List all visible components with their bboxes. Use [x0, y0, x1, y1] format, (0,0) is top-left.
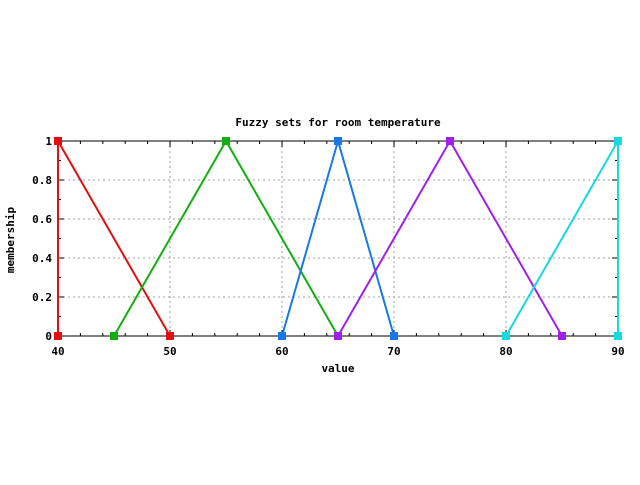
data-point: [110, 332, 118, 340]
data-point: [614, 332, 622, 340]
series-line: [281, 137, 395, 337]
data-point: [334, 137, 342, 145]
plot-frame: [57, 140, 619, 337]
series-line: [505, 137, 619, 337]
data-point: [222, 137, 230, 145]
data-point: [334, 332, 342, 340]
x-tick-label: 40: [51, 345, 64, 358]
x-tick-label: 80: [499, 345, 512, 358]
series-line: [57, 137, 171, 337]
y-tick-label: 0.4: [32, 252, 52, 265]
x-tick-label: 70: [387, 345, 400, 358]
series-5: [502, 137, 622, 340]
data-point: [278, 332, 286, 340]
y-tick-label: 1: [45, 135, 52, 148]
series-4: [334, 137, 566, 340]
data-point: [54, 332, 62, 340]
series-line: [337, 138, 563, 337]
y-tick-label: 0.8: [32, 174, 52, 187]
x-tick-label: 90: [611, 345, 624, 358]
data-point: [614, 137, 622, 145]
y-axis-label: membership: [4, 207, 17, 274]
series-3: [278, 137, 398, 340]
x-tick-label: 60: [275, 345, 288, 358]
x-tick-label: 50: [163, 345, 176, 358]
series-line: [113, 138, 339, 337]
series-1: [54, 137, 174, 340]
grid: [58, 141, 618, 336]
data-point: [446, 137, 454, 145]
data-point: [54, 137, 62, 145]
data-point: [558, 332, 566, 340]
y-tick-label: 0: [45, 330, 52, 343]
data-point: [166, 332, 174, 340]
series-group: [54, 137, 622, 340]
data-point: [390, 332, 398, 340]
y-tick-label: 0.2: [32, 291, 52, 304]
x-axis-label: value: [321, 362, 354, 375]
series-2: [110, 137, 342, 340]
data-point: [502, 332, 510, 340]
y-tick-label: 0.6: [32, 213, 52, 226]
chart-title: Fuzzy sets for room temperature: [235, 116, 441, 129]
